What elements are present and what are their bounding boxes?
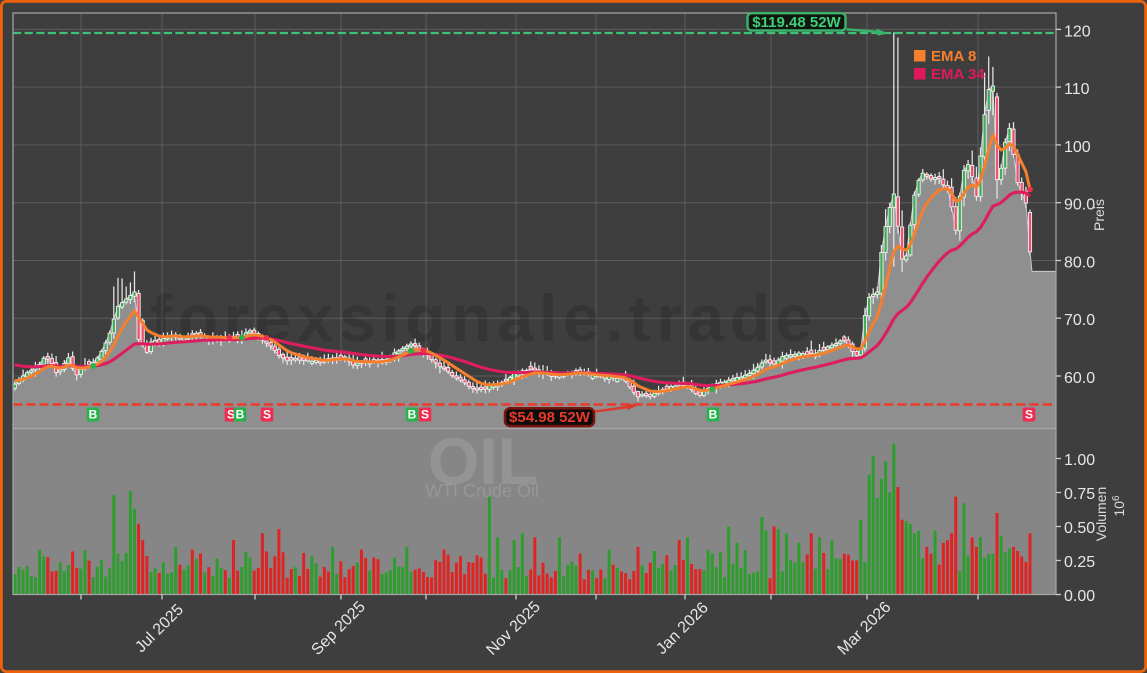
- svg-text:0.50: 0.50: [1064, 520, 1095, 537]
- svg-text:0.00: 0.00: [1064, 588, 1095, 605]
- svg-text:120: 120: [1064, 23, 1091, 40]
- svg-text:60.0: 60.0: [1064, 370, 1095, 387]
- svg-text:S: S: [263, 408, 271, 422]
- svg-text:WTI Crude Oil: WTI Crude Oil: [425, 481, 539, 501]
- svg-text:OIL: OIL: [428, 424, 538, 498]
- svg-text:1.00: 1.00: [1064, 452, 1095, 469]
- svg-text:B: B: [709, 408, 718, 422]
- svg-text:70.0: 70.0: [1064, 312, 1095, 329]
- svg-text:B: B: [408, 408, 417, 422]
- svg-text:110: 110: [1064, 81, 1090, 98]
- svg-text:0.75: 0.75: [1064, 486, 1095, 503]
- svg-text:0.25: 0.25: [1064, 554, 1095, 571]
- svg-text:Volumen: Volumen: [1093, 487, 1109, 541]
- svg-text:S: S: [227, 408, 235, 422]
- svg-text:B: B: [236, 408, 245, 422]
- svg-text:100: 100: [1064, 139, 1091, 156]
- svg-text:$54.98 52W: $54.98 52W: [509, 409, 591, 426]
- svg-text:B: B: [89, 408, 98, 422]
- svg-text:$119.48 52W: $119.48 52W: [752, 14, 841, 31]
- svg-text:90.0: 90.0: [1064, 197, 1095, 214]
- svg-text:Preis: Preis: [1091, 199, 1107, 231]
- svg-text:EMA 8: EMA 8: [931, 48, 976, 65]
- svg-text:S: S: [421, 408, 429, 422]
- svg-text:S: S: [1025, 408, 1033, 422]
- svg-text:EMA 34: EMA 34: [931, 66, 985, 83]
- svg-text:80.0: 80.0: [1064, 255, 1095, 272]
